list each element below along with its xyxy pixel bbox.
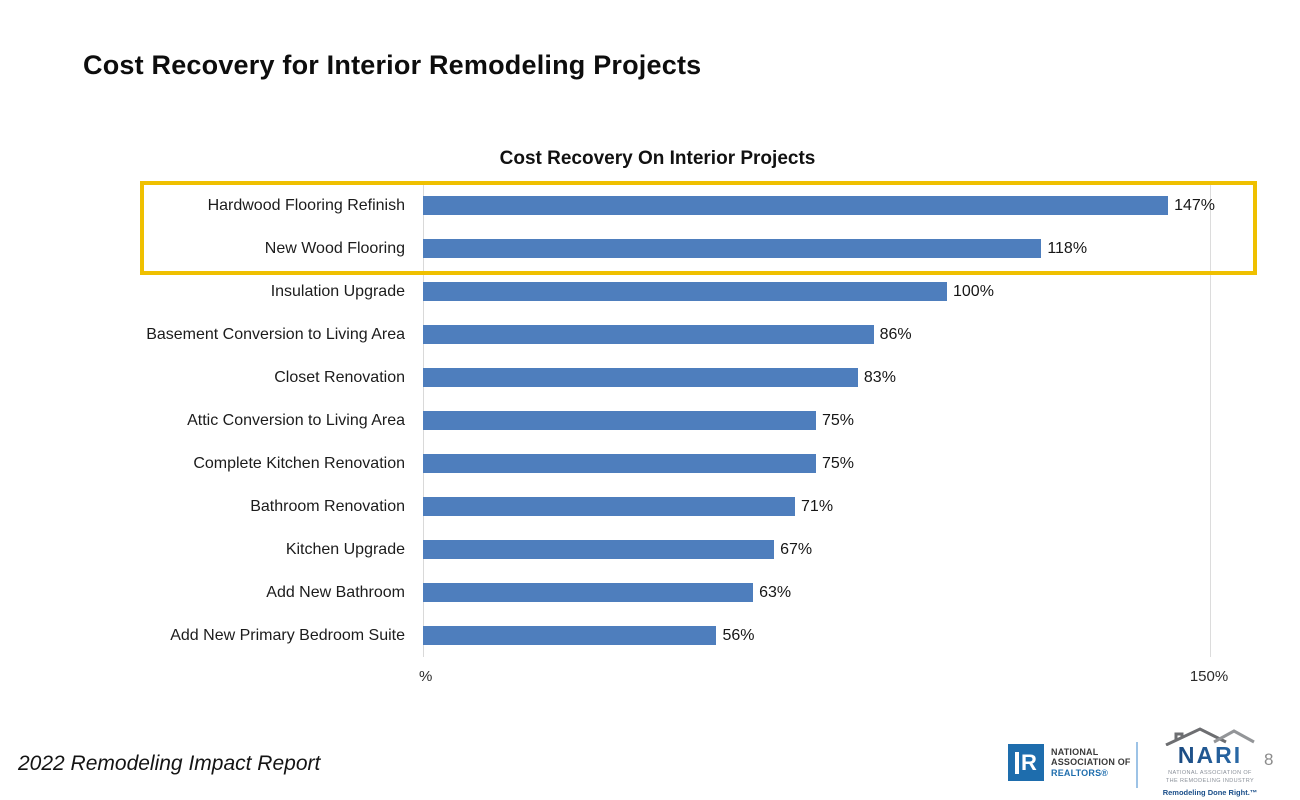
bar	[423, 325, 874, 344]
nari-subtext-line-1: NATIONAL ASSOCIATION OF	[1168, 770, 1252, 776]
chart-row: Add New Bathroom 63%	[100, 571, 1215, 614]
category-label: Closet Renovation	[274, 368, 405, 386]
nar-logo-text: NATIONAL ASSOCIATION OF REALTORS®	[1051, 744, 1131, 778]
bar	[423, 282, 947, 301]
bar-track: 71%	[423, 485, 1215, 528]
chart-row: Insulation Upgrade 100%	[100, 270, 1215, 313]
bar	[423, 497, 796, 516]
nari-subtext: NATIONAL ASSOCIATION OF THE REMODELING I…	[1154, 769, 1266, 786]
bar-value-label: 56%	[722, 626, 755, 644]
bar	[423, 196, 1169, 215]
bar-value-label: 75%	[822, 411, 855, 429]
bar	[423, 239, 1042, 258]
chart-row: Add New Primary Bedroom Suite 56%	[100, 614, 1215, 657]
chart-row: Kitchen Upgrade 67%	[100, 528, 1215, 571]
bar-track: 75%	[423, 399, 1215, 442]
x-axis-tick-left: %	[418, 668, 433, 685]
bar-track: 63%	[423, 571, 1215, 614]
bar-track: 147%	[423, 184, 1215, 227]
category-label: Attic Conversion to Living Area	[187, 411, 405, 429]
bar-track: 75%	[423, 442, 1215, 485]
category-label: Basement Conversion to Living Area	[146, 325, 405, 343]
nari-subtext-line-2: THE REMODELING INDUSTRY	[1165, 778, 1255, 785]
category-label: Add New Bathroom	[266, 583, 405, 601]
chart-title: Cost Recovery On Interior Projects	[499, 148, 816, 169]
bar-value-label: 147%	[1174, 196, 1215, 214]
nar-r-vertical-bar	[1015, 751, 1020, 774]
page-number: 8	[1264, 750, 1274, 769]
bar-track: 67%	[423, 528, 1215, 571]
bar-track: 83%	[423, 356, 1215, 399]
category-label: Bathroom Renovation	[250, 497, 405, 515]
x-axis-tick-right: 150%	[1189, 668, 1229, 685]
category-label: Insulation Upgrade	[270, 282, 405, 300]
bar-value-label: 83%	[863, 368, 896, 386]
category-label: Complete Kitchen Renovation	[193, 454, 405, 472]
nar-r-letter: R	[1021, 749, 1037, 775]
bar	[423, 368, 858, 387]
nari-roof-icon	[1165, 727, 1255, 746]
bar	[423, 583, 754, 602]
nari-logo: NARI NATIONAL ASSOCIATION OF THE REMODEL…	[1154, 726, 1266, 797]
bar-track: 86%	[423, 313, 1215, 356]
chart-row: Complete Kitchen Renovation 75%	[100, 442, 1215, 485]
nar-text-line-2: ASSOCIATION OF	[1051, 757, 1131, 768]
bar	[423, 626, 717, 645]
bar-value-label: 67%	[780, 540, 813, 558]
bar-track: 100%	[423, 270, 1215, 313]
plot-rows: Hardwood Flooring Refinish 147% New Wood F…	[100, 184, 1215, 657]
nar-logo: R NATIONAL ASSOCIATION OF REALTORS®	[1008, 744, 1131, 781]
category-label: Kitchen Upgrade	[285, 540, 405, 558]
nari-tagline: Remodeling Done Right.™	[1162, 787, 1258, 797]
chart-row: Basement Conversion to Living Area 86%	[100, 313, 1215, 356]
bar-value-label: 86%	[879, 325, 912, 343]
bar-track: 56%	[423, 614, 1215, 657]
footer-logos: R NATIONAL ASSOCIATION OF REALTORS® NARI…	[1008, 726, 1288, 797]
report-title: 2022 Remodeling Impact Report	[18, 752, 321, 775]
bar	[423, 540, 775, 559]
chart-row: New Wood Flooring 118%	[100, 227, 1215, 270]
category-label: Add New Primary Bedroom Suite	[170, 626, 405, 644]
bar-value-label: 118%	[1047, 239, 1088, 257]
nar-text-line-3: REALTORS®	[1051, 767, 1109, 778]
nar-text-line-1: NATIONAL	[1051, 747, 1099, 757]
x-axis: % 150%	[100, 668, 1228, 688]
chart-row: Bathroom Renovation 71%	[100, 485, 1215, 528]
bar-value-label: 100%	[953, 282, 994, 300]
chart-row: Hardwood Flooring Refinish 147%	[100, 184, 1215, 227]
bar-track: 118%	[423, 227, 1215, 270]
bar	[423, 411, 816, 430]
nari-wordmark: NARI	[1154, 744, 1266, 767]
bar-value-label: 63%	[759, 583, 792, 601]
chart-row: Closet Renovation 83%	[100, 356, 1215, 399]
category-label: New Wood Flooring	[264, 239, 405, 257]
bar-value-label: 75%	[822, 454, 855, 472]
chart-row: Attic Conversion to Living Area 75%	[100, 399, 1215, 442]
nar-realtor-icon: R	[1008, 744, 1044, 781]
bar	[423, 454, 816, 473]
bar-value-label: 71%	[801, 497, 834, 515]
category-label: Hardwood Flooring Refinish	[207, 196, 405, 214]
logo-divider	[1136, 742, 1138, 788]
slide-title: Cost Recovery for Interior Remodeling Pr…	[83, 50, 702, 81]
